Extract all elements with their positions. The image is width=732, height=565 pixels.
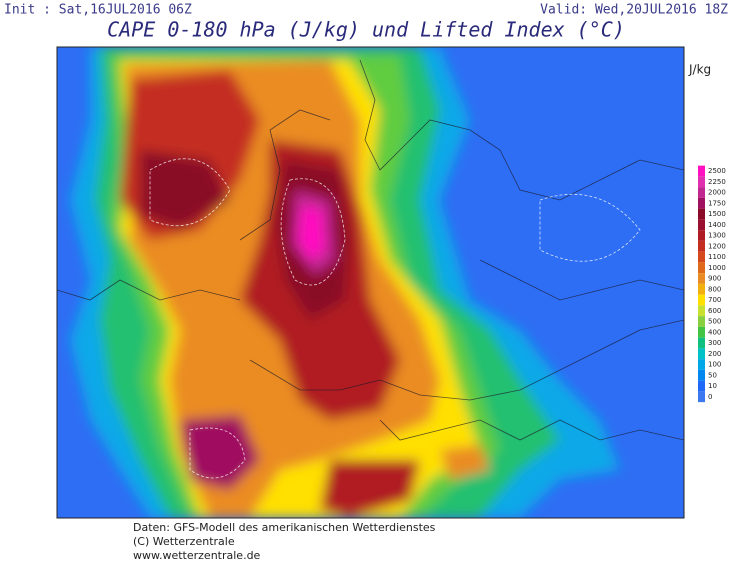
colorbar-swatch xyxy=(698,326,705,338)
colorbar-swatch xyxy=(698,369,705,381)
colorbar-swatch xyxy=(698,359,705,370)
valid-time: Valid: Wed,20JUL2016 18Z xyxy=(540,3,728,18)
colorbar-swatch xyxy=(698,219,705,231)
colorbar-swatch xyxy=(698,337,705,349)
colorbar: 2500225020001750150014001300120011001000… xyxy=(698,165,726,403)
colorbar-swatch xyxy=(698,230,705,241)
colorbar-label: 100 xyxy=(708,361,721,369)
colorbar-label: 2000 xyxy=(708,189,726,197)
colorbar-swatch xyxy=(698,273,705,284)
colorbar-label: 1000 xyxy=(708,264,726,272)
colorbar-swatch xyxy=(698,240,705,252)
colorbar-label: 900 xyxy=(708,275,721,283)
colorbar-label: 500 xyxy=(708,318,721,326)
init-time: Init : Sat,16JUL2016 06Z xyxy=(4,3,192,18)
footer-source: Daten: GFS-Modell des amerikanischen Wet… xyxy=(133,521,436,534)
cape-field xyxy=(57,47,684,518)
colorbar-label: 200 xyxy=(708,350,721,358)
colorbar-swatch xyxy=(698,208,705,220)
colorbar-label: 1200 xyxy=(708,242,726,250)
colorbar-label: 50 xyxy=(708,371,717,379)
footer-copyright: (C) Wetterzentrale xyxy=(133,535,235,548)
colorbar-label: 1750 xyxy=(708,199,726,207)
colorbar-label: 800 xyxy=(708,285,721,293)
colorbar-swatch xyxy=(698,165,705,177)
colorbar-swatch xyxy=(698,305,705,317)
colorbar-swatch xyxy=(698,294,705,306)
map-title: CAPE 0-180 hPa (J/kg) und Lifted Index (… xyxy=(107,18,625,42)
colorbar-unit: J/kg xyxy=(688,63,711,77)
colorbar-label: 600 xyxy=(708,307,721,315)
colorbar-swatch xyxy=(698,348,705,360)
footer-url: www.wetterzentrale.de xyxy=(133,549,261,562)
colorbar-swatch xyxy=(698,197,705,209)
colorbar-swatch xyxy=(698,316,705,327)
colorbar-label: 1500 xyxy=(708,210,726,218)
colorbar-swatch xyxy=(698,380,705,392)
colorbar-label: 1400 xyxy=(708,221,726,229)
colorbar-swatch xyxy=(698,391,705,403)
colorbar-label: 700 xyxy=(708,296,721,304)
colorbar-label: 2500 xyxy=(708,167,726,175)
colorbar-label: 2250 xyxy=(708,178,726,186)
colorbar-label: 300 xyxy=(708,339,721,347)
colorbar-swatch xyxy=(698,262,705,274)
colorbar-label: 1300 xyxy=(708,232,726,240)
colorbar-swatch xyxy=(698,251,705,263)
map-frame xyxy=(56,46,685,519)
colorbar-swatch xyxy=(698,187,705,198)
colorbar-swatch xyxy=(698,176,705,188)
colorbar-label: 400 xyxy=(708,328,721,336)
colorbar-label: 0 xyxy=(708,393,712,401)
colorbar-swatch xyxy=(698,283,705,295)
colorbar-label: 10 xyxy=(708,382,717,390)
colorbar-label: 1100 xyxy=(708,253,726,261)
